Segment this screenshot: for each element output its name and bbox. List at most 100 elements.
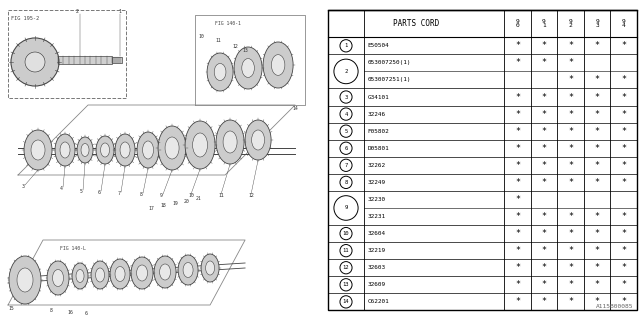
Ellipse shape: [183, 262, 193, 277]
Text: 6: 6: [344, 146, 348, 151]
Text: *: *: [595, 229, 600, 238]
Ellipse shape: [77, 137, 93, 163]
Text: 11: 11: [218, 193, 224, 198]
Text: F05802: F05802: [367, 129, 389, 134]
Text: 5: 5: [80, 189, 83, 194]
Text: *: *: [568, 161, 573, 170]
Text: *: *: [568, 127, 573, 136]
Text: 16: 16: [67, 310, 73, 315]
Text: *: *: [515, 263, 520, 272]
Text: *: *: [621, 229, 626, 238]
Text: 9
3: 9 3: [595, 19, 599, 28]
Text: *: *: [568, 109, 573, 119]
Circle shape: [340, 91, 352, 103]
Text: *: *: [541, 280, 547, 289]
Ellipse shape: [31, 140, 45, 160]
Ellipse shape: [136, 265, 148, 281]
Circle shape: [340, 176, 352, 188]
Circle shape: [11, 38, 59, 86]
Circle shape: [340, 40, 352, 52]
Text: *: *: [595, 144, 600, 153]
Text: *: *: [541, 263, 547, 272]
Text: *: *: [568, 297, 573, 306]
Circle shape: [340, 142, 352, 154]
Ellipse shape: [165, 137, 179, 159]
Text: *: *: [515, 212, 520, 221]
Text: 6: 6: [98, 190, 101, 195]
Ellipse shape: [158, 126, 186, 170]
Bar: [8, 10, 126, 98]
Text: *: *: [621, 263, 626, 272]
Text: 4: 4: [344, 112, 348, 116]
Text: *: *: [595, 246, 600, 255]
Ellipse shape: [245, 120, 271, 160]
Text: 10: 10: [188, 193, 194, 198]
Ellipse shape: [72, 263, 88, 289]
Circle shape: [334, 196, 358, 220]
Text: 10: 10: [198, 34, 204, 39]
Text: *: *: [515, 144, 520, 153]
Text: D05801: D05801: [367, 146, 389, 151]
Text: *: *: [515, 161, 520, 170]
Text: *: *: [515, 246, 520, 255]
Ellipse shape: [76, 269, 84, 283]
Text: *: *: [568, 178, 573, 187]
Text: 18: 18: [160, 203, 166, 208]
Text: *: *: [515, 109, 520, 119]
Text: *: *: [621, 246, 626, 255]
Text: *: *: [595, 92, 600, 101]
Text: 5: 5: [344, 129, 348, 134]
Text: *: *: [621, 144, 626, 153]
Ellipse shape: [205, 261, 214, 275]
Text: PARTS CORD: PARTS CORD: [393, 19, 439, 28]
Text: *: *: [595, 76, 600, 84]
Text: *: *: [515, 127, 520, 136]
Text: 13: 13: [343, 282, 349, 287]
Text: *: *: [595, 41, 600, 50]
Text: *: *: [595, 212, 600, 221]
Circle shape: [340, 279, 352, 291]
Text: *: *: [568, 41, 573, 50]
Text: 12: 12: [248, 193, 254, 198]
Text: *: *: [568, 76, 573, 84]
Ellipse shape: [55, 134, 75, 166]
Ellipse shape: [115, 267, 125, 282]
Text: *: *: [515, 297, 520, 306]
Text: 11: 11: [215, 38, 221, 43]
Text: *: *: [621, 178, 626, 187]
Text: *: *: [568, 144, 573, 153]
Text: *: *: [515, 229, 520, 238]
Text: 2: 2: [76, 9, 79, 14]
Text: 32609: 32609: [367, 282, 386, 287]
Text: *: *: [541, 297, 547, 306]
Ellipse shape: [263, 42, 293, 88]
Text: 7: 7: [344, 163, 348, 168]
Text: 32231: 32231: [367, 214, 386, 219]
Text: 2: 2: [344, 69, 348, 74]
Text: *: *: [541, 144, 547, 153]
Text: 32230: 32230: [367, 197, 386, 202]
Text: FIG 140-1: FIG 140-1: [215, 21, 241, 26]
Bar: [58, 56, 112, 64]
Text: *: *: [595, 297, 600, 306]
Text: *: *: [621, 76, 626, 84]
Text: *: *: [568, 280, 573, 289]
Text: 32249: 32249: [367, 180, 386, 185]
Text: *: *: [568, 58, 573, 68]
Ellipse shape: [24, 130, 52, 170]
Text: *: *: [595, 280, 600, 289]
Text: 10: 10: [343, 231, 349, 236]
Text: E50504: E50504: [367, 43, 389, 48]
Ellipse shape: [185, 121, 215, 169]
Text: *: *: [621, 297, 626, 306]
Ellipse shape: [81, 143, 89, 156]
Ellipse shape: [47, 261, 69, 295]
Text: A115B00085: A115B00085: [596, 304, 634, 309]
Text: *: *: [621, 41, 626, 50]
Text: 6: 6: [85, 311, 88, 316]
Text: *: *: [541, 41, 547, 50]
Text: *: *: [621, 127, 626, 136]
Text: 7: 7: [118, 191, 121, 196]
Text: 8: 8: [50, 308, 53, 313]
Bar: [112, 57, 122, 63]
